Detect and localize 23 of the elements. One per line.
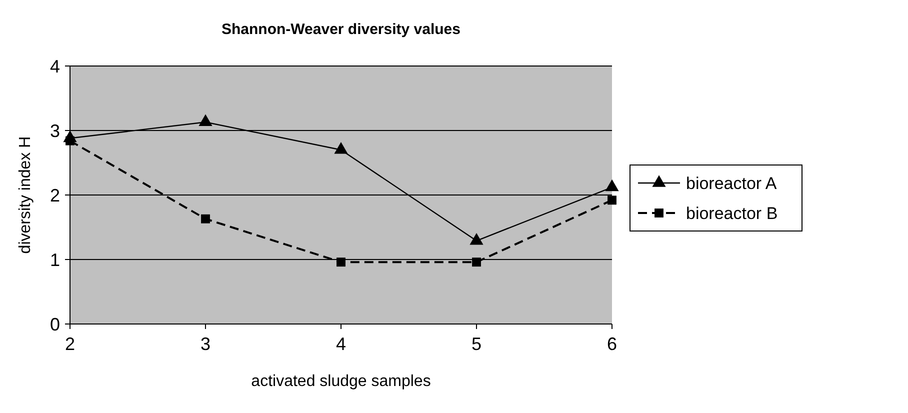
x-tick-label: 3 — [200, 334, 211, 354]
point — [63, 130, 77, 142]
x-tick-label: 6 — [606, 334, 618, 354]
point — [334, 142, 348, 154]
x-tick-label: 4 — [336, 334, 346, 354]
y-tick-label: 3 — [50, 120, 60, 141]
x-tick-label: 2 — [64, 334, 76, 354]
point — [605, 179, 619, 192]
x-tick-label: 5 — [471, 334, 482, 354]
point — [472, 258, 481, 267]
y-axis-title: diversity index H — [17, 136, 34, 254]
y-tick-label: 4 — [50, 56, 60, 76]
point — [336, 258, 346, 267]
y-tick-label: 0 — [50, 314, 60, 334]
legend-label: bioreactor A — [686, 174, 778, 193]
y-tick-label: 2 — [50, 185, 60, 206]
y-tick-label: 1 — [50, 250, 60, 270]
point — [201, 214, 210, 224]
point — [608, 196, 616, 205]
x-axis-title: activated sludge samples — [251, 373, 431, 390]
legend-label: bioreactor B — [686, 204, 778, 223]
chart-title: Shannon-Weaver diversity values — [222, 21, 460, 38]
point — [198, 114, 212, 126]
